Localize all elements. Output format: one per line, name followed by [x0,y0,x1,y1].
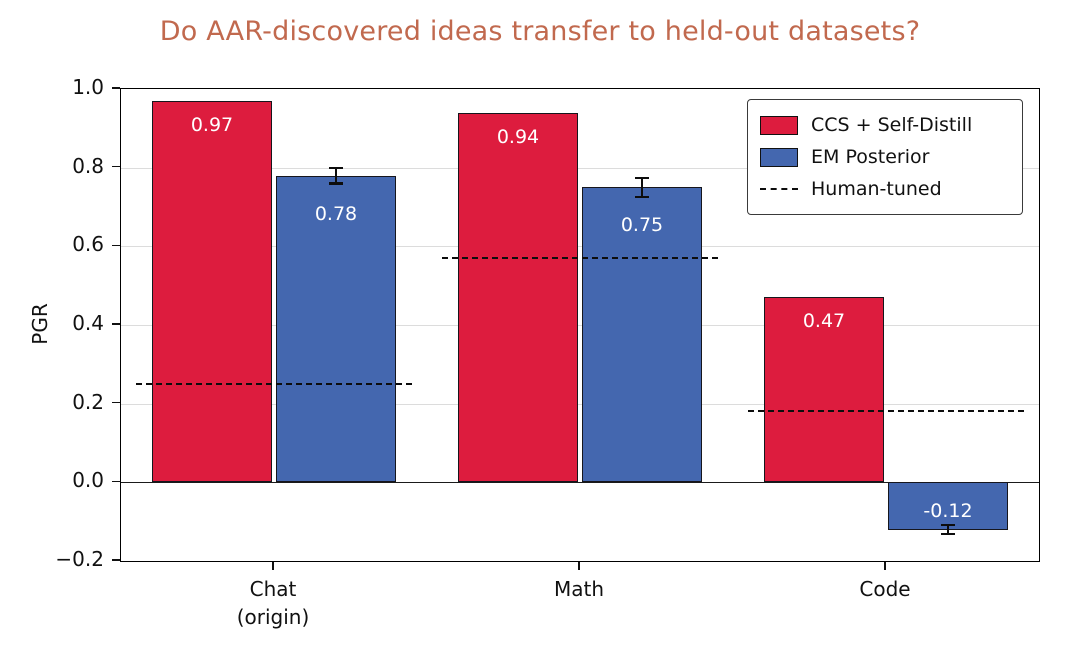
bar-value-label: 0.97 [190,113,234,136]
x-tick-mark [884,562,886,570]
legend-label: EM Posterior [811,146,930,168]
error-bar-cap [329,182,343,185]
bar-value-label: 0.47 [802,310,846,333]
error-bar-line [335,167,337,184]
bar-em-posterior [582,187,702,483]
error-bar-line [641,177,643,198]
bar-ccs-self-distill [764,297,884,483]
y-tick-mark [112,480,120,483]
y-tick-label: −0.2 [55,547,104,571]
human-tuned-line [136,382,412,385]
bar-value-label: 0.75 [620,214,664,237]
bar-em-posterior [888,482,1008,530]
x-tick-label: Math [553,577,605,601]
x-tick-label: Code [859,577,911,601]
y-tick-label: 0.8 [72,153,104,178]
gridline [121,167,1039,169]
zero-line [121,481,1039,484]
gridline [121,246,1039,248]
legend-item: CCS + Self-Distill [760,109,1010,141]
chart-title: Do AAR-discovered ideas transfer to held… [159,16,921,47]
legend: CCS + Self-Distill EM Posterior Human-tune… [747,99,1023,215]
y-tick-mark [112,559,120,561]
legend-swatch [760,147,798,167]
gridline [121,403,1039,405]
legend-label: Human-tuned [811,178,942,200]
legend-item: EM Posterior [760,141,1010,173]
human-tuned-line [748,410,1024,413]
x-tick-label: Chat (origin) [236,577,310,629]
legend-swatch [760,115,798,135]
error-bar-cap [941,533,955,536]
y-tick-mark [112,87,120,89]
error-bar-cap [941,523,955,526]
y-tick-mark [112,244,120,247]
gridline [121,325,1039,326]
y-tick-mark [112,165,120,168]
bar-value-label: -0.12 [923,499,973,522]
legend-label: CCS + Self-Distill [811,114,973,136]
error-bar-cap [329,166,343,169]
legend-item: Human-tuned [760,173,1010,205]
error-bar-cap [635,196,649,199]
bar-ccs-self-distill [152,100,272,483]
y-tick-mark [112,323,120,325]
y-tick-label: 0.4 [72,311,104,335]
y-tick-label: 0.2 [72,389,104,414]
error-bar-cap [635,176,649,179]
y-tick-label: 0.6 [72,232,104,257]
x-tick-mark [272,562,274,570]
y-tick-label: 1.0 [72,75,104,99]
bar-ccs-self-distill [458,112,578,483]
human-tuned-line [442,256,718,259]
bar-value-label: 0.94 [496,125,540,148]
bar-value-label: 0.78 [314,202,358,225]
legend-dash-sample [760,188,798,190]
y-tick-label: 0.0 [72,468,104,493]
error-bar-line [947,524,949,535]
x-tick-mark [578,562,580,570]
y-tick-mark [112,401,120,404]
bar-em-posterior [276,175,396,483]
